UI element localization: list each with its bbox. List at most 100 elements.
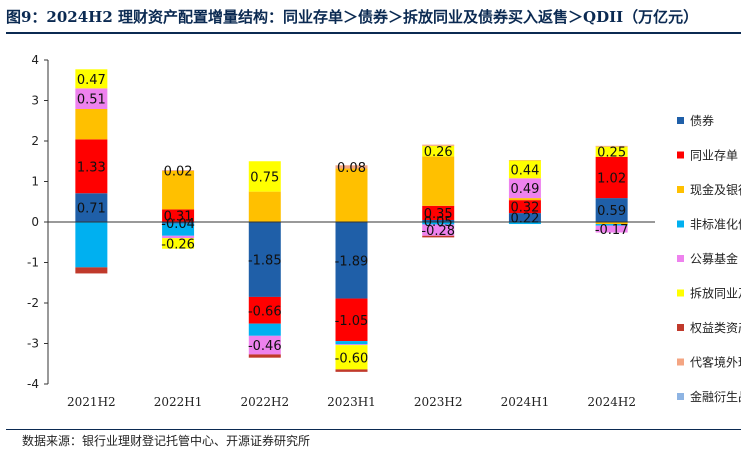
data-label: -1.85 (248, 253, 282, 268)
legend-swatch (677, 186, 684, 193)
legend-swatch (677, 358, 684, 366)
bar-segment (422, 145, 455, 157)
data-label: 0.26 (424, 145, 453, 160)
bar-segment (162, 238, 195, 249)
x-tick-label: 2024H1 (501, 395, 550, 409)
bar-segment (162, 209, 195, 222)
data-label: 0.75 (250, 170, 279, 185)
bar-segment (508, 178, 541, 199)
x-tick-label: 2022H2 (240, 395, 289, 409)
data-label: -0.28 (421, 224, 455, 239)
data-label: 0.47 (77, 73, 106, 88)
bar-segment (508, 160, 541, 161)
bar-segment (335, 168, 368, 222)
bar-segment (335, 369, 368, 372)
chart-title: 图9：2024H2 理财资产配置增量结构：同业存单＞债券＞拆放同业及债券买入返售… (6, 8, 699, 26)
legend-label: 债券 (690, 113, 714, 128)
bar-segment (595, 145, 628, 147)
bar-segment (422, 224, 455, 236)
bar-segment (508, 200, 541, 214)
bar-segment (75, 69, 108, 89)
legend-swatch (677, 220, 684, 228)
x-tick-label: 2022H1 (154, 395, 203, 409)
data-label: -0.17 (595, 223, 629, 238)
y-tick-label: -3 (27, 337, 39, 351)
y-tick-label: -2 (27, 296, 39, 310)
data-label: 0.44 (510, 163, 539, 178)
data-label: 1.02 (597, 171, 626, 186)
bar-segment (335, 344, 368, 346)
data-label: 0.59 (597, 204, 626, 219)
data-label: -0.60 (335, 351, 369, 366)
data-label: 0.02 (164, 165, 193, 180)
bar-segment (422, 205, 455, 220)
bar-segment (162, 222, 195, 224)
y-tick-label: 4 (31, 53, 39, 67)
bar-segment (595, 146, 628, 157)
data-label: 0.08 (337, 161, 366, 176)
bar-segment (595, 225, 628, 233)
bar-segment (248, 191, 281, 222)
bar-segment (335, 222, 368, 299)
y-tick-label: 1 (31, 175, 39, 189)
bar-segment (422, 219, 455, 222)
bar-segment (335, 165, 368, 169)
data-label: 0.35 (424, 207, 453, 222)
legend-swatch (677, 393, 684, 400)
data-label: -0.46 (248, 339, 282, 354)
y-tick-label: 2 (31, 134, 39, 148)
bar-segment (248, 161, 281, 192)
bar-segment (162, 223, 195, 236)
source-divider (6, 429, 741, 430)
bar-segment (162, 235, 195, 239)
bar-segment (162, 170, 195, 210)
legend-label: 公募基金 (690, 251, 738, 266)
data-label: -1.05 (335, 314, 369, 329)
bar-segment (508, 213, 541, 222)
legend-swatch (677, 117, 684, 124)
data-label: 0.51 (77, 93, 106, 108)
bar-segment (75, 139, 108, 194)
data-label: 0.22 (510, 212, 539, 227)
bar-segment (75, 267, 108, 274)
data-label: -0.26 (161, 237, 195, 252)
bar-segment (335, 345, 368, 370)
y-tick-label: -1 (27, 256, 39, 270)
legend-label: 权益类资产 (690, 321, 741, 335)
data-label: 0.25 (597, 146, 626, 161)
bar-segment (75, 109, 108, 140)
bar-segment (595, 198, 628, 222)
title-divider (6, 32, 741, 34)
bar-segment (248, 335, 281, 355)
bar-segment (335, 298, 368, 342)
bar-segment (595, 224, 628, 226)
bar-segment (162, 170, 195, 171)
x-tick-label: 2024H2 (587, 395, 636, 409)
data-label: 0.31 (164, 210, 193, 225)
bar-segment (508, 160, 541, 179)
legend-swatch (677, 289, 684, 297)
legend-label: 拆放同业及债券买入返售 (690, 286, 741, 301)
data-label: -0.66 (248, 304, 282, 319)
bar-segment (248, 296, 281, 324)
x-tick-label: 2023H2 (414, 395, 463, 409)
bar-segment (595, 222, 628, 225)
legend-label: 非标准化债权类资产 (690, 218, 741, 232)
bar-segment (75, 88, 108, 110)
data-label: 0.71 (77, 202, 106, 217)
bar-segment (422, 144, 455, 146)
bar-segment (508, 198, 541, 201)
legend-swatch (677, 151, 684, 159)
x-tick-label: 2021H2 (67, 395, 116, 409)
y-tick-label: 3 (31, 94, 39, 108)
bar-segment (75, 193, 108, 222)
data-label: -1.89 (335, 254, 369, 269)
legend-swatch (677, 255, 684, 262)
bar-segment (595, 156, 628, 199)
data-label: 0.05 (424, 215, 453, 230)
stacked-bar-chart: -4 -3 -2 -1 0 1 2 3 4 2021H2 2022H1 2022H2 2023H1 202… (27, 53, 741, 409)
legend-label: 现金及银行存款 (690, 182, 741, 197)
x-tick-label: 2023H1 (327, 395, 376, 409)
bar-segment (422, 235, 455, 238)
bar-segment (335, 341, 368, 345)
